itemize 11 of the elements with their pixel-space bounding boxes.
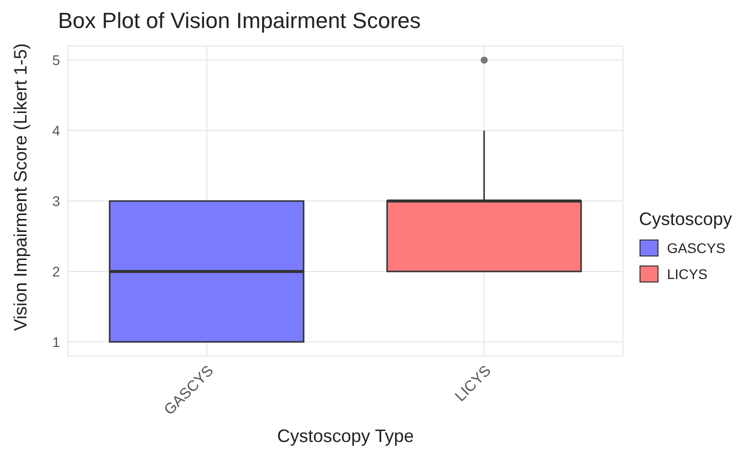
y-tick-label: 1	[52, 334, 60, 350]
legend-label: LICYS	[666, 266, 708, 282]
y-tick-label: 3	[52, 192, 60, 209]
y-tick-label: 5	[52, 52, 60, 68]
legend-title: Cystoscopy	[638, 208, 732, 230]
chart-title: Box Plot of Vision Impairment Scores	[57, 8, 422, 35]
legend-label: GASCYS	[666, 240, 726, 256]
y-axis-title: Vision Impairment Score (Likert 1-5)	[10, 43, 30, 331]
y-tick-label: 2	[52, 263, 60, 280]
y-tick-label: 4	[52, 122, 60, 139]
x-axis-title: Cystoscopy Type	[277, 426, 414, 446]
